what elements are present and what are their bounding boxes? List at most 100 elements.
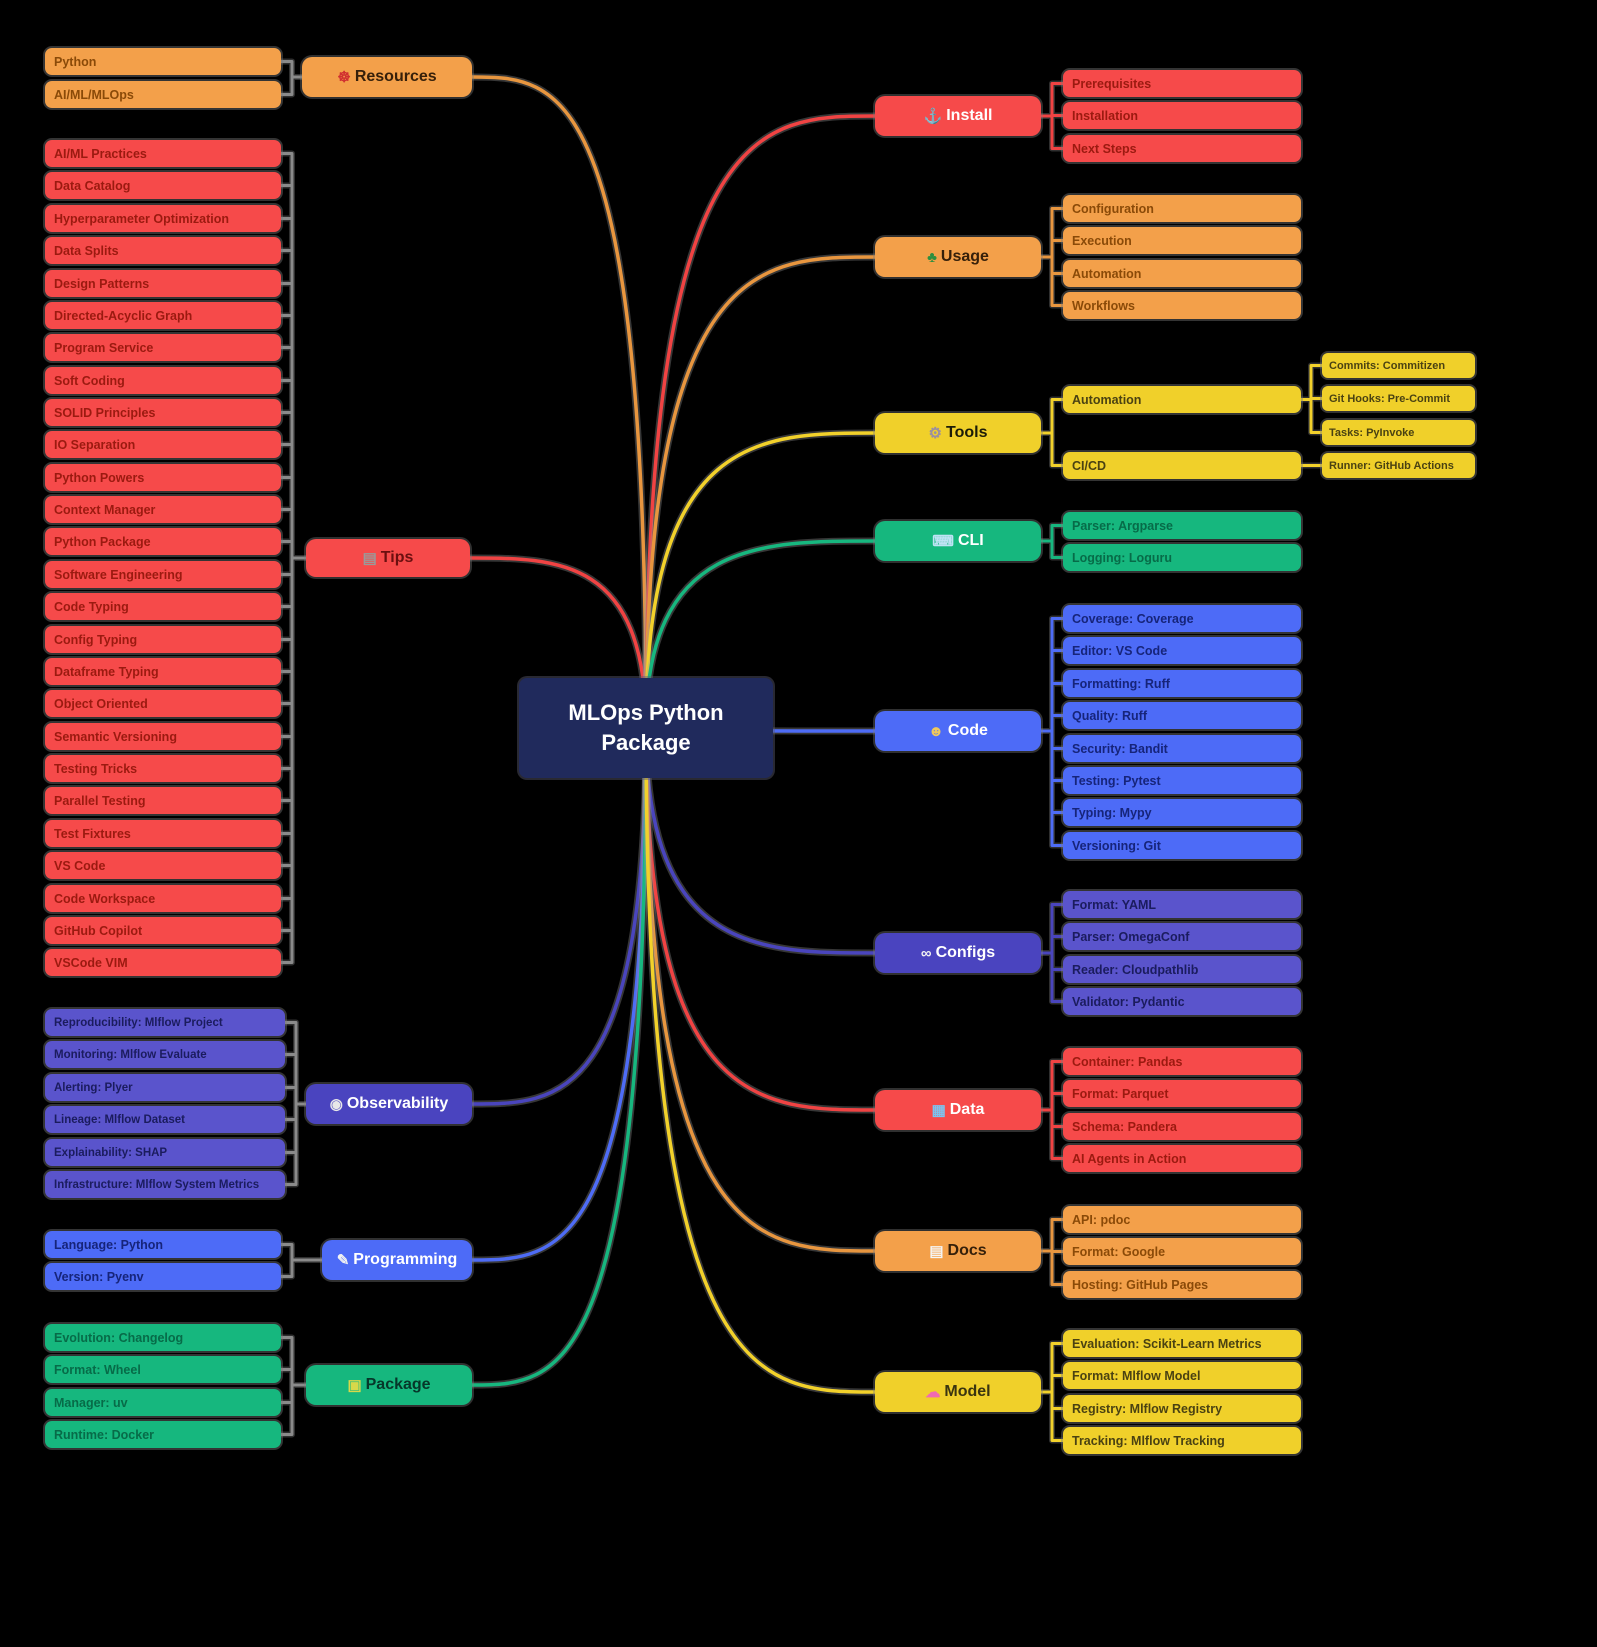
usage-item[interactable]: Execution	[1063, 227, 1301, 254]
branch-programming[interactable]: ✎ Programming	[322, 1240, 472, 1280]
data-item[interactable]: Format: Parquet	[1063, 1080, 1301, 1107]
configs-item[interactable]: Validator: Pydantic	[1063, 988, 1301, 1015]
tips-item[interactable]: Dataframe Typing	[45, 658, 281, 685]
tools-subitem[interactable]: Git Hooks: Pre-Commit	[1322, 386, 1475, 411]
programming-item[interactable]: Version: Pyenv	[45, 1263, 281, 1290]
tips-item[interactable]: AI/ML Practices	[45, 140, 281, 167]
code-item[interactable]: Formatting: Ruff	[1063, 670, 1301, 697]
branch-label: Docs	[947, 1242, 987, 1259]
laptop-icon: ⌨	[932, 532, 954, 550]
model-item[interactable]: Tracking: Mlflow Tracking	[1063, 1427, 1301, 1454]
usage-item[interactable]: Workflows	[1063, 292, 1301, 319]
branch-docs[interactable]: ▤ Docs	[875, 1231, 1041, 1271]
docs-item[interactable]: Hosting: GitHub Pages	[1063, 1271, 1301, 1298]
tips-item[interactable]: Python Package	[45, 528, 281, 555]
data-item[interactable]: Container: Pandas	[1063, 1048, 1301, 1075]
configs-item[interactable]: Reader: Cloudpathlib	[1063, 956, 1301, 983]
branch-usage[interactable]: ♣ Usage	[875, 237, 1041, 277]
tools-item[interactable]: CI/CD	[1063, 452, 1301, 479]
code-item[interactable]: Testing: Pytest	[1063, 767, 1301, 794]
tips-item[interactable]: Soft Coding	[45, 367, 281, 394]
tips-item[interactable]: SOLID Principles	[45, 399, 281, 426]
docs-item[interactable]: Format: Google	[1063, 1238, 1301, 1265]
tips-item[interactable]: Data Catalog	[45, 172, 281, 199]
docs-item[interactable]: API: pdoc	[1063, 1206, 1301, 1233]
tools-subitem[interactable]: Commits: Commitizen	[1322, 353, 1475, 378]
observability-item[interactable]: Explainability: SHAP	[45, 1139, 285, 1166]
tips-item[interactable]: Software Engineering	[45, 561, 281, 588]
tips-item[interactable]: GitHub Copilot	[45, 917, 281, 944]
tips-item[interactable]: VS Code	[45, 852, 281, 879]
data-item[interactable]: AI Agents in Action	[1063, 1145, 1301, 1172]
tips-item[interactable]: Context Manager	[45, 496, 281, 523]
branch-label: Usage	[940, 248, 989, 265]
observability-item[interactable]: Alerting: Plyer	[45, 1074, 285, 1101]
usage-item[interactable]: Configuration	[1063, 195, 1301, 222]
code-item[interactable]: Coverage: Coverage	[1063, 605, 1301, 632]
package-item[interactable]: Format: Wheel	[45, 1356, 281, 1383]
observability-item[interactable]: Infrastructure: Mlflow System Metrics	[45, 1171, 285, 1198]
branch-code[interactable]: ☻ Code	[875, 711, 1041, 751]
tips-item[interactable]: Object Oriented	[45, 690, 281, 717]
branch-configs[interactable]: ∞ Configs	[875, 933, 1041, 973]
package-item[interactable]: Manager: uv	[45, 1389, 281, 1416]
tips-item[interactable]: Code Workspace	[45, 885, 281, 912]
install-item[interactable]: Next Steps	[1063, 135, 1301, 162]
tips-item[interactable]: Directed-Acyclic Graph	[45, 302, 281, 329]
branch-model[interactable]: ☁ Model	[875, 1372, 1041, 1412]
resources-item[interactable]: Python	[45, 48, 281, 75]
code-item[interactable]: Typing: Mypy	[1063, 799, 1301, 826]
model-item[interactable]: Evaluation: Scikit-Learn Metrics	[1063, 1330, 1301, 1357]
resources-item[interactable]: AI/ML/MLOps	[45, 81, 281, 108]
package-item[interactable]: Runtime: Docker	[45, 1421, 281, 1448]
tips-item[interactable]: Program Service	[45, 334, 281, 361]
data-item[interactable]: Schema: Pandera	[1063, 1113, 1301, 1140]
tips-item[interactable]: Design Patterns	[45, 270, 281, 297]
branch-package[interactable]: ▣ Package	[306, 1365, 472, 1405]
branch-install[interactable]: ⚓ Install	[875, 96, 1041, 136]
tips-item[interactable]: Data Splits	[45, 237, 281, 264]
brain-icon: ☁	[925, 1383, 941, 1401]
tips-item[interactable]: Test Fixtures	[45, 820, 281, 847]
code-item[interactable]: Quality: Ruff	[1063, 702, 1301, 729]
code-item[interactable]: Versioning: Git	[1063, 832, 1301, 859]
branch-label: Configs	[935, 944, 996, 961]
tools-subitem[interactable]: Runner: GitHub Actions	[1322, 453, 1475, 478]
observability-item[interactable]: Lineage: Mlflow Dataset	[45, 1106, 285, 1133]
center-node[interactable]: MLOps Python Package	[519, 678, 773, 778]
tips-item[interactable]: Code Typing	[45, 593, 281, 620]
programming-item[interactable]: Language: Python	[45, 1231, 281, 1258]
observability-item[interactable]: Reproducibility: Mlflow Project	[45, 1009, 285, 1036]
code-item[interactable]: Editor: VS Code	[1063, 637, 1301, 664]
package-item[interactable]: Evolution: Changelog	[45, 1324, 281, 1351]
branch-observability[interactable]: ◉ Observability	[306, 1084, 472, 1124]
tools-subitem[interactable]: Tasks: PyInvoke	[1322, 420, 1475, 445]
usage-item[interactable]: Automation	[1063, 260, 1301, 287]
branch-cli[interactable]: ⌨ CLI	[875, 521, 1041, 561]
configs-item[interactable]: Parser: OmegaConf	[1063, 923, 1301, 950]
tips-item[interactable]: Python Powers	[45, 464, 281, 491]
branch-data[interactable]: ▦ Data	[875, 1090, 1041, 1130]
branch-resources[interactable]: ☸ Resources	[302, 57, 472, 97]
install-item[interactable]: Prerequisites	[1063, 70, 1301, 97]
tools-item[interactable]: Automation	[1063, 386, 1301, 413]
branch-tips[interactable]: ▤ Tips	[306, 539, 470, 577]
tips-item[interactable]: IO Separation	[45, 431, 281, 458]
cli-item[interactable]: Parser: Argparse	[1063, 512, 1301, 539]
model-item[interactable]: Registry: Mlflow Registry	[1063, 1395, 1301, 1422]
cli-item[interactable]: Logging: Loguru	[1063, 544, 1301, 571]
configs-item[interactable]: Format: YAML	[1063, 891, 1301, 918]
branch-tools[interactable]: ⚙ Tools	[875, 413, 1041, 453]
observability-item[interactable]: Monitoring: Mlflow Evaluate	[45, 1041, 285, 1068]
branch-label: Data	[949, 1101, 985, 1118]
tips-item[interactable]: Parallel Testing	[45, 787, 281, 814]
tips-item[interactable]: Hyperparameter Optimization	[45, 205, 281, 232]
code-item[interactable]: Security: Bandit	[1063, 735, 1301, 762]
tips-item[interactable]: Config Typing	[45, 626, 281, 653]
model-item[interactable]: Format: Mlflow Model	[1063, 1362, 1301, 1389]
install-item[interactable]: Installation	[1063, 102, 1301, 129]
tips-item[interactable]: VSCode VIM	[45, 949, 281, 976]
tips-item[interactable]: Testing Tricks	[45, 755, 281, 782]
tips-item[interactable]: Semantic Versioning	[45, 723, 281, 750]
